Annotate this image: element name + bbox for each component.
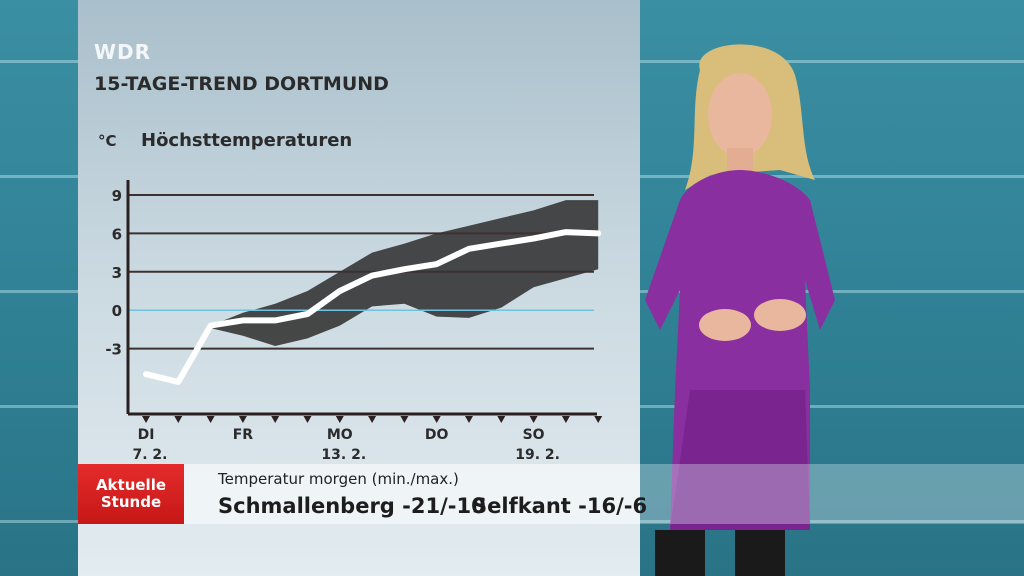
ticker-place: Selfkant — [472, 494, 571, 518]
x-tick-day: SO — [523, 427, 545, 443]
temperature-point — [144, 372, 148, 376]
ticker-value: -21/-10 — [402, 494, 486, 518]
temperature-point — [499, 242, 503, 246]
x-tick-date: 13. 2. — [321, 447, 366, 463]
temperature-point — [435, 262, 439, 266]
legs — [735, 530, 785, 576]
temperature-point — [467, 247, 471, 251]
x-tick-date: 7. 2. — [133, 447, 168, 463]
presenter-figure — [645, 44, 835, 576]
x-tick-day: MO — [327, 427, 353, 443]
page-title: 15-TAGE-TREND DORTMUND — [94, 73, 389, 95]
x-tick-mark — [368, 416, 377, 423]
x-tick-mark — [238, 416, 247, 423]
hands — [699, 309, 751, 341]
x-tick-mark — [142, 416, 150, 423]
temperature-point — [564, 230, 568, 234]
ticker-place: Schmallenberg — [218, 494, 395, 518]
temperature-point — [596, 231, 600, 235]
x-tick-day: FR — [233, 427, 254, 443]
uncertainty-band — [210, 200, 599, 346]
x-tick-mark — [335, 416, 344, 423]
temperature-point — [338, 289, 342, 293]
y-tick-label: 6 — [112, 225, 122, 243]
ticker-item-2: Selfkant -16/-6 — [472, 494, 647, 518]
x-tick-mark — [465, 416, 473, 423]
ticker-value: -16/-6 — [578, 494, 648, 518]
ticker-label: Temperatur morgen (min./max.) — [218, 470, 459, 488]
hands — [754, 299, 806, 331]
y-tick-label: 9 — [112, 187, 122, 205]
temperature-point — [370, 274, 374, 278]
x-tick-mark — [271, 416, 280, 423]
legs — [655, 530, 705, 576]
y-tick-label: 3 — [112, 264, 122, 282]
x-tick-day: DI — [138, 427, 155, 443]
temperature-point — [273, 318, 277, 322]
x-tick-mark — [206, 416, 215, 423]
face — [708, 73, 772, 157]
channel-logo: WDR — [94, 40, 152, 64]
brand-line-2: Stunde — [100, 493, 162, 511]
x-tick-mark — [561, 416, 570, 423]
ticker-extension — [640, 464, 1024, 524]
x-tick-mark — [400, 416, 409, 423]
y-tick-label: -3 — [105, 341, 122, 359]
temperature-point — [176, 380, 180, 384]
x-tick-mark — [303, 416, 312, 423]
x-tick-mark — [432, 416, 441, 423]
y-tick-label: 0 — [112, 302, 122, 320]
temperature-point — [241, 318, 245, 322]
x-tick-mark — [594, 416, 603, 423]
brand-line-1: Aktuelle — [95, 476, 167, 494]
dress-shade — [670, 390, 810, 530]
x-tick-date: 19. 2. — [515, 447, 560, 463]
temperature-point — [209, 324, 213, 328]
x-tick-mark — [529, 416, 538, 423]
temperature-point — [306, 312, 309, 316]
ticker-item-1: Schmallenberg -21/-10 — [218, 494, 486, 518]
chart-title: Höchsttemperaturen — [141, 130, 353, 151]
temperature-point — [402, 267, 406, 271]
x-tick-day: DO — [425, 427, 449, 443]
x-tick-mark — [497, 416, 506, 423]
temperature-point — [532, 237, 536, 241]
show-brand-badge: Aktuelle Stunde — [78, 464, 184, 524]
x-tick-mark — [174, 416, 183, 423]
y-axis-unit: °C — [98, 132, 117, 150]
